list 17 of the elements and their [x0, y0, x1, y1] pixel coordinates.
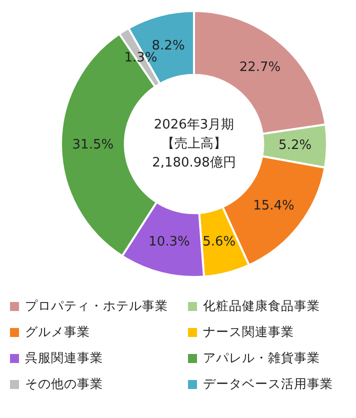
legend-label: プロパティ・ホテル事業 [25, 298, 168, 315]
legend-label: グルメ事業 [25, 324, 90, 341]
data-label: 15.4% [253, 198, 294, 214]
legend-label: その他の事業 [25, 376, 103, 393]
data-label: 5.2% [278, 138, 312, 153]
text: 2026年3月期 [154, 117, 234, 132]
legend-label: データベース活用事業 [203, 376, 333, 393]
data-label: 22.7% [239, 60, 281, 75]
legend-label: 呉服関連事業 [25, 350, 103, 367]
text: 2,180.98億円 [152, 155, 236, 170]
legend-label: アパレル・雑貨事業 [203, 350, 320, 367]
legend-label: ナース関連事業 [203, 324, 294, 341]
data-label: 5.6% [202, 234, 236, 250]
data-label: 10.3% [148, 234, 190, 250]
legend-label: 化粧品健康食品事業 [203, 298, 320, 315]
text: 【売上高】 [162, 135, 226, 152]
data-label: 31.5% [72, 138, 114, 153]
